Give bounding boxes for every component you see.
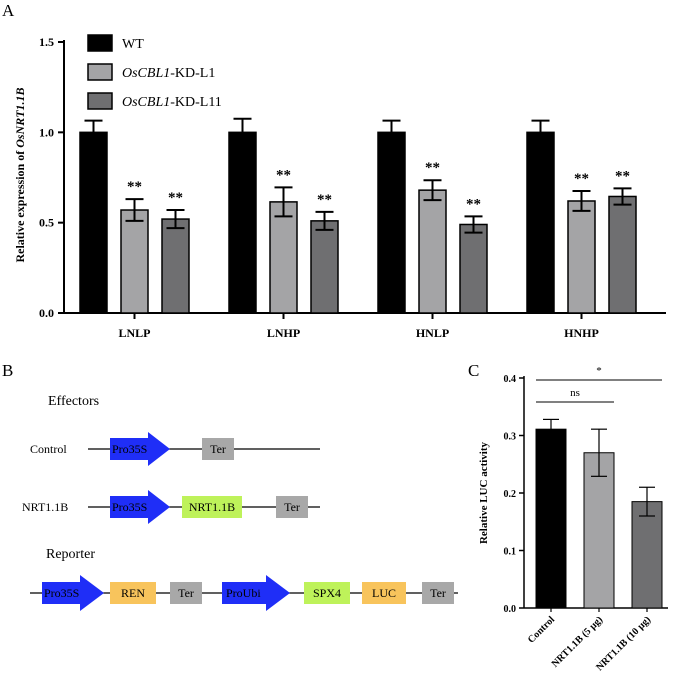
panel-c: C Relative LUC activity 0.0 0.1 0.2 0.3 0.4 C… (468, 361, 668, 673)
bar-hnlp-oscbl1-kd-l1 (418, 189, 447, 314)
panel-b-letter: B (2, 361, 13, 380)
y-tick-label: 0.1 (504, 547, 517, 558)
legend-swatch-l1 (87, 63, 113, 81)
construct-label-control: Control (30, 442, 67, 456)
legend-label-wt: WT (122, 37, 144, 52)
promoter-label-pro35s: Pro35S (112, 442, 147, 456)
significance-label: ** (168, 190, 183, 206)
bar-lnlp-oscbl1-kd-l1 (120, 209, 149, 314)
terminator-box (276, 496, 308, 518)
terminator-label: Ter (284, 500, 300, 514)
bar-nrt1-1b-5-g (583, 452, 615, 609)
promoter-label-pro35s: Pro35S (112, 500, 147, 514)
significance-label: ** (127, 179, 142, 195)
gene-box-spx4 (304, 582, 350, 604)
legend-label-l11-rest: -KD-L11 (170, 95, 222, 110)
y-tick-label: 0.0 (504, 604, 517, 615)
bar-hnhp-wt (526, 131, 555, 314)
effectors-label: Effectors (48, 394, 99, 409)
legend-label-l11-italic: OsCBL1 (122, 95, 170, 110)
bar-lnlp-oscbl1-kd-l11 (161, 218, 190, 314)
panel-a-y-axis-title: Relative expression of OsNRT1.1B (13, 87, 27, 262)
y-tick-label: 0.3 (504, 432, 517, 443)
y-axis-title-prefix: Relative expression of (13, 148, 27, 263)
panel-c-bars: ns * (535, 365, 663, 609)
panel-a-legend: WT OsCBL1-KD-L1 OsCBL1-KD-L11 (87, 34, 222, 110)
x-category-label: HNHP (564, 326, 599, 340)
construct-reporter: Pro35S REN Ter ProUbi SPX4 LUC Ter (30, 575, 458, 611)
gene-label-ren: REN (121, 586, 145, 600)
bar-nrt1-1b-10-g (631, 501, 663, 609)
comparison-label: ns (570, 387, 580, 399)
bar-lnhp-wt (228, 131, 257, 314)
gene-label-luc: LUC (372, 586, 396, 600)
promoter-arrow-pro35s (110, 490, 170, 524)
bar-lnhp-oscbl1-kd-l1 (269, 201, 298, 314)
legend-label-l11: OsCBL1-KD-L11 (122, 95, 222, 110)
terminator-box (202, 438, 234, 460)
significance-label: ** (466, 196, 481, 212)
gene-label-spx4: SPX4 (313, 586, 341, 600)
terminator-label: Ter (430, 586, 446, 600)
y-tick-label: 0.4 (504, 374, 517, 385)
panel-c-y-axis-title: Relative LUC activity (478, 441, 490, 544)
significance-label: ** (425, 160, 440, 176)
y-tick-label: 1.5 (39, 35, 54, 49)
gene-label-nrt11b: NRT1.1B (189, 500, 235, 514)
gene-box-nrt11b (182, 496, 242, 518)
bar-hnhp-oscbl1-kd-l11 (608, 195, 637, 314)
bar-hnhp-oscbl1-kd-l1 (567, 200, 596, 314)
legend-label-l1-italic: OsCBL1 (122, 66, 170, 81)
x-category-label: HNLP (416, 326, 449, 340)
panel-a-letter: A (2, 1, 15, 20)
comparison-label: * (596, 365, 602, 377)
panel-b: B Effectors Reporter Control Pro35S Ter … (2, 361, 458, 611)
promoter-arrow-proubi (222, 575, 290, 611)
terminator-label: Ter (178, 586, 194, 600)
y-axis-title-gene: OsNRT1.1B (13, 87, 27, 147)
gene-box-ren (110, 582, 156, 604)
terminator-box (170, 582, 202, 604)
promoter-label-pro35s: Pro35S (44, 586, 79, 600)
legend-label-l1: OsCBL1-KD-L1 (122, 66, 215, 81)
promoter-arrow-pro35s (110, 432, 170, 466)
promoter-arrow-pro35s (42, 575, 104, 611)
terminator-box (422, 582, 454, 604)
construct-nrt11b: NRT1.1B Pro35S NRT1.1B Ter (22, 490, 320, 524)
y-tick-label: 1.0 (39, 125, 54, 139)
reporter-label: Reporter (46, 547, 95, 562)
significance-label: ** (615, 168, 630, 184)
x-category-label: LNHP (267, 326, 300, 340)
legend-label-l1-rest: -KD-L1 (170, 66, 215, 81)
bar-hnlp-oscbl1-kd-l11 (459, 223, 488, 314)
y-tick-label: 0.2 (504, 489, 517, 500)
bar-control (535, 428, 567, 609)
significance-label: ** (276, 167, 291, 183)
significance-label: ** (574, 171, 589, 187)
bar-hnlp-wt (377, 131, 406, 314)
x-category-label: NRT1.1B (5 μg) (550, 614, 605, 669)
panel-c-letter: C (468, 361, 479, 380)
y-tick-label: 0.0 (39, 306, 54, 320)
significance-label: ** (317, 192, 332, 208)
promoter-label-proubi: ProUbi (226, 586, 261, 600)
bar-lnlp-wt (79, 131, 108, 314)
panel-a-bars: ** ** ** ** ** ** ** ** (79, 117, 637, 314)
x-category-label: LNLP (118, 326, 150, 340)
construct-control: Control Pro35S Ter (30, 432, 320, 466)
gene-box-luc (362, 582, 406, 604)
x-category-label: Control (526, 614, 557, 645)
construct-label-nrt11b: NRT1.1B (22, 500, 68, 514)
legend-swatch-l11 (87, 92, 113, 110)
y-tick-label: 0.5 (39, 216, 54, 230)
bar-lnhp-oscbl1-kd-l11 (310, 220, 339, 314)
legend-swatch-wt (87, 34, 113, 52)
terminator-label: Ter (210, 442, 226, 456)
panel-a: A Relative expression of OsNRT1.1B 0.0 0.… (2, 1, 666, 340)
